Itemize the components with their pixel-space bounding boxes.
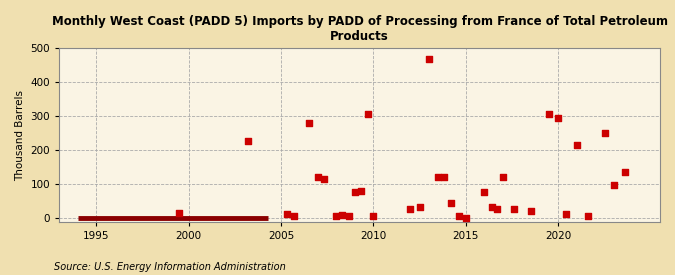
Point <box>344 214 355 219</box>
Point <box>572 143 583 147</box>
Point <box>543 112 554 117</box>
Point <box>331 214 342 218</box>
Point <box>350 190 360 194</box>
Point <box>174 210 185 215</box>
Point <box>414 205 425 210</box>
Point <box>487 205 497 210</box>
Point <box>497 175 508 179</box>
Point <box>303 121 314 125</box>
Point <box>242 139 253 144</box>
Point <box>560 212 571 216</box>
Point <box>289 214 300 218</box>
Point <box>438 175 449 179</box>
Point <box>355 188 366 193</box>
Point <box>337 213 348 217</box>
Y-axis label: Thousand Barrels: Thousand Barrels <box>15 90 25 180</box>
Title: Monthly West Coast (PADD 5) Imports by PADD of Processing from France of Total P: Monthly West Coast (PADD 5) Imports by P… <box>51 15 668 43</box>
Point <box>423 57 434 61</box>
Point <box>479 190 490 194</box>
Point <box>362 112 373 117</box>
Point <box>620 170 630 174</box>
Point <box>460 215 471 220</box>
Point <box>608 183 619 188</box>
Point <box>492 207 503 211</box>
Point <box>508 207 519 211</box>
Point <box>433 175 443 179</box>
Point <box>405 207 416 211</box>
Point <box>553 116 564 120</box>
Point <box>368 214 379 218</box>
Point <box>599 131 610 135</box>
Text: Source: U.S. Energy Information Administration: Source: U.S. Energy Information Administ… <box>54 262 286 272</box>
Point <box>281 212 292 216</box>
Point <box>313 175 323 179</box>
Point <box>525 209 536 213</box>
Point <box>583 214 593 218</box>
Point <box>446 201 456 206</box>
Point <box>318 177 329 181</box>
Point <box>453 214 464 218</box>
